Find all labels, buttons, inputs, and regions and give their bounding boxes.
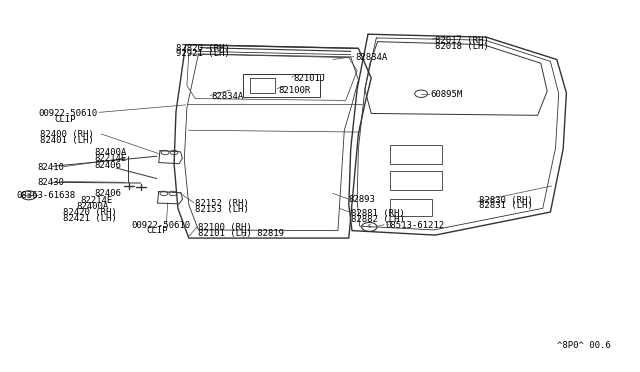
Text: 82400A: 82400A [95, 148, 127, 157]
Text: 82830 (RH): 82830 (RH) [479, 196, 532, 205]
Text: 60895M: 60895M [430, 90, 462, 99]
Text: 82410: 82410 [37, 163, 64, 172]
Bar [243, 74, 320, 97]
Text: 82881 (RH): 82881 (RH) [351, 209, 404, 218]
Text: ^8P0^ 00.6: ^8P0^ 00.6 [557, 341, 611, 350]
Text: 82153 (LH): 82153 (LH) [195, 205, 249, 214]
Text: 82400 (RH): 82400 (RH) [40, 130, 94, 139]
Text: 82834A: 82834A [355, 53, 387, 62]
Text: 82152 (RH): 82152 (RH) [195, 199, 249, 208]
Text: 82017 (RH): 82017 (RH) [435, 36, 489, 45]
Text: S: S [27, 193, 31, 198]
Text: 82401 (LH): 82401 (LH) [40, 136, 94, 145]
Bar [390, 171, 442, 190]
Text: 82101 (LH) 82819: 82101 (LH) 82819 [198, 229, 284, 238]
Text: 82406: 82406 [95, 161, 122, 170]
Text: 82430: 82430 [37, 178, 64, 187]
Text: 82831 (LH): 82831 (LH) [479, 201, 532, 210]
Text: CLIP: CLIP [54, 115, 76, 124]
Text: 82100 (RH): 82100 (RH) [198, 223, 252, 232]
Bar [390, 145, 442, 164]
Text: 08513-61212: 08513-61212 [385, 221, 444, 230]
Text: 82214E: 82214E [80, 196, 112, 205]
Text: 82214E: 82214E [95, 154, 127, 163]
Text: CLIP: CLIP [146, 226, 168, 235]
Text: 82406: 82406 [95, 189, 122, 198]
Text: 08363-61638: 08363-61638 [16, 191, 75, 200]
Text: 00922-50610: 00922-50610 [131, 221, 190, 230]
Text: 92921 (LH): 92921 (LH) [176, 49, 230, 58]
Text: 82421 (LH): 82421 (LH) [63, 214, 116, 223]
Text: 82820 (RH): 82820 (RH) [176, 44, 230, 53]
Text: 82018 (LH): 82018 (LH) [435, 42, 489, 51]
Text: 00922-50610: 00922-50610 [38, 109, 97, 118]
Text: 82420 (RH): 82420 (RH) [63, 208, 116, 217]
Text: S: S [367, 224, 371, 230]
Text: 82893: 82893 [349, 195, 376, 204]
Text: 82834A: 82834A [211, 92, 243, 101]
Text: 82400A: 82400A [77, 202, 109, 211]
Text: 82101J: 82101J [293, 74, 325, 83]
Bar [250, 78, 275, 93]
Bar [390, 199, 432, 216]
Text: 82100R: 82100R [278, 86, 310, 94]
Text: 82882 (LH): 82882 (LH) [351, 215, 404, 224]
